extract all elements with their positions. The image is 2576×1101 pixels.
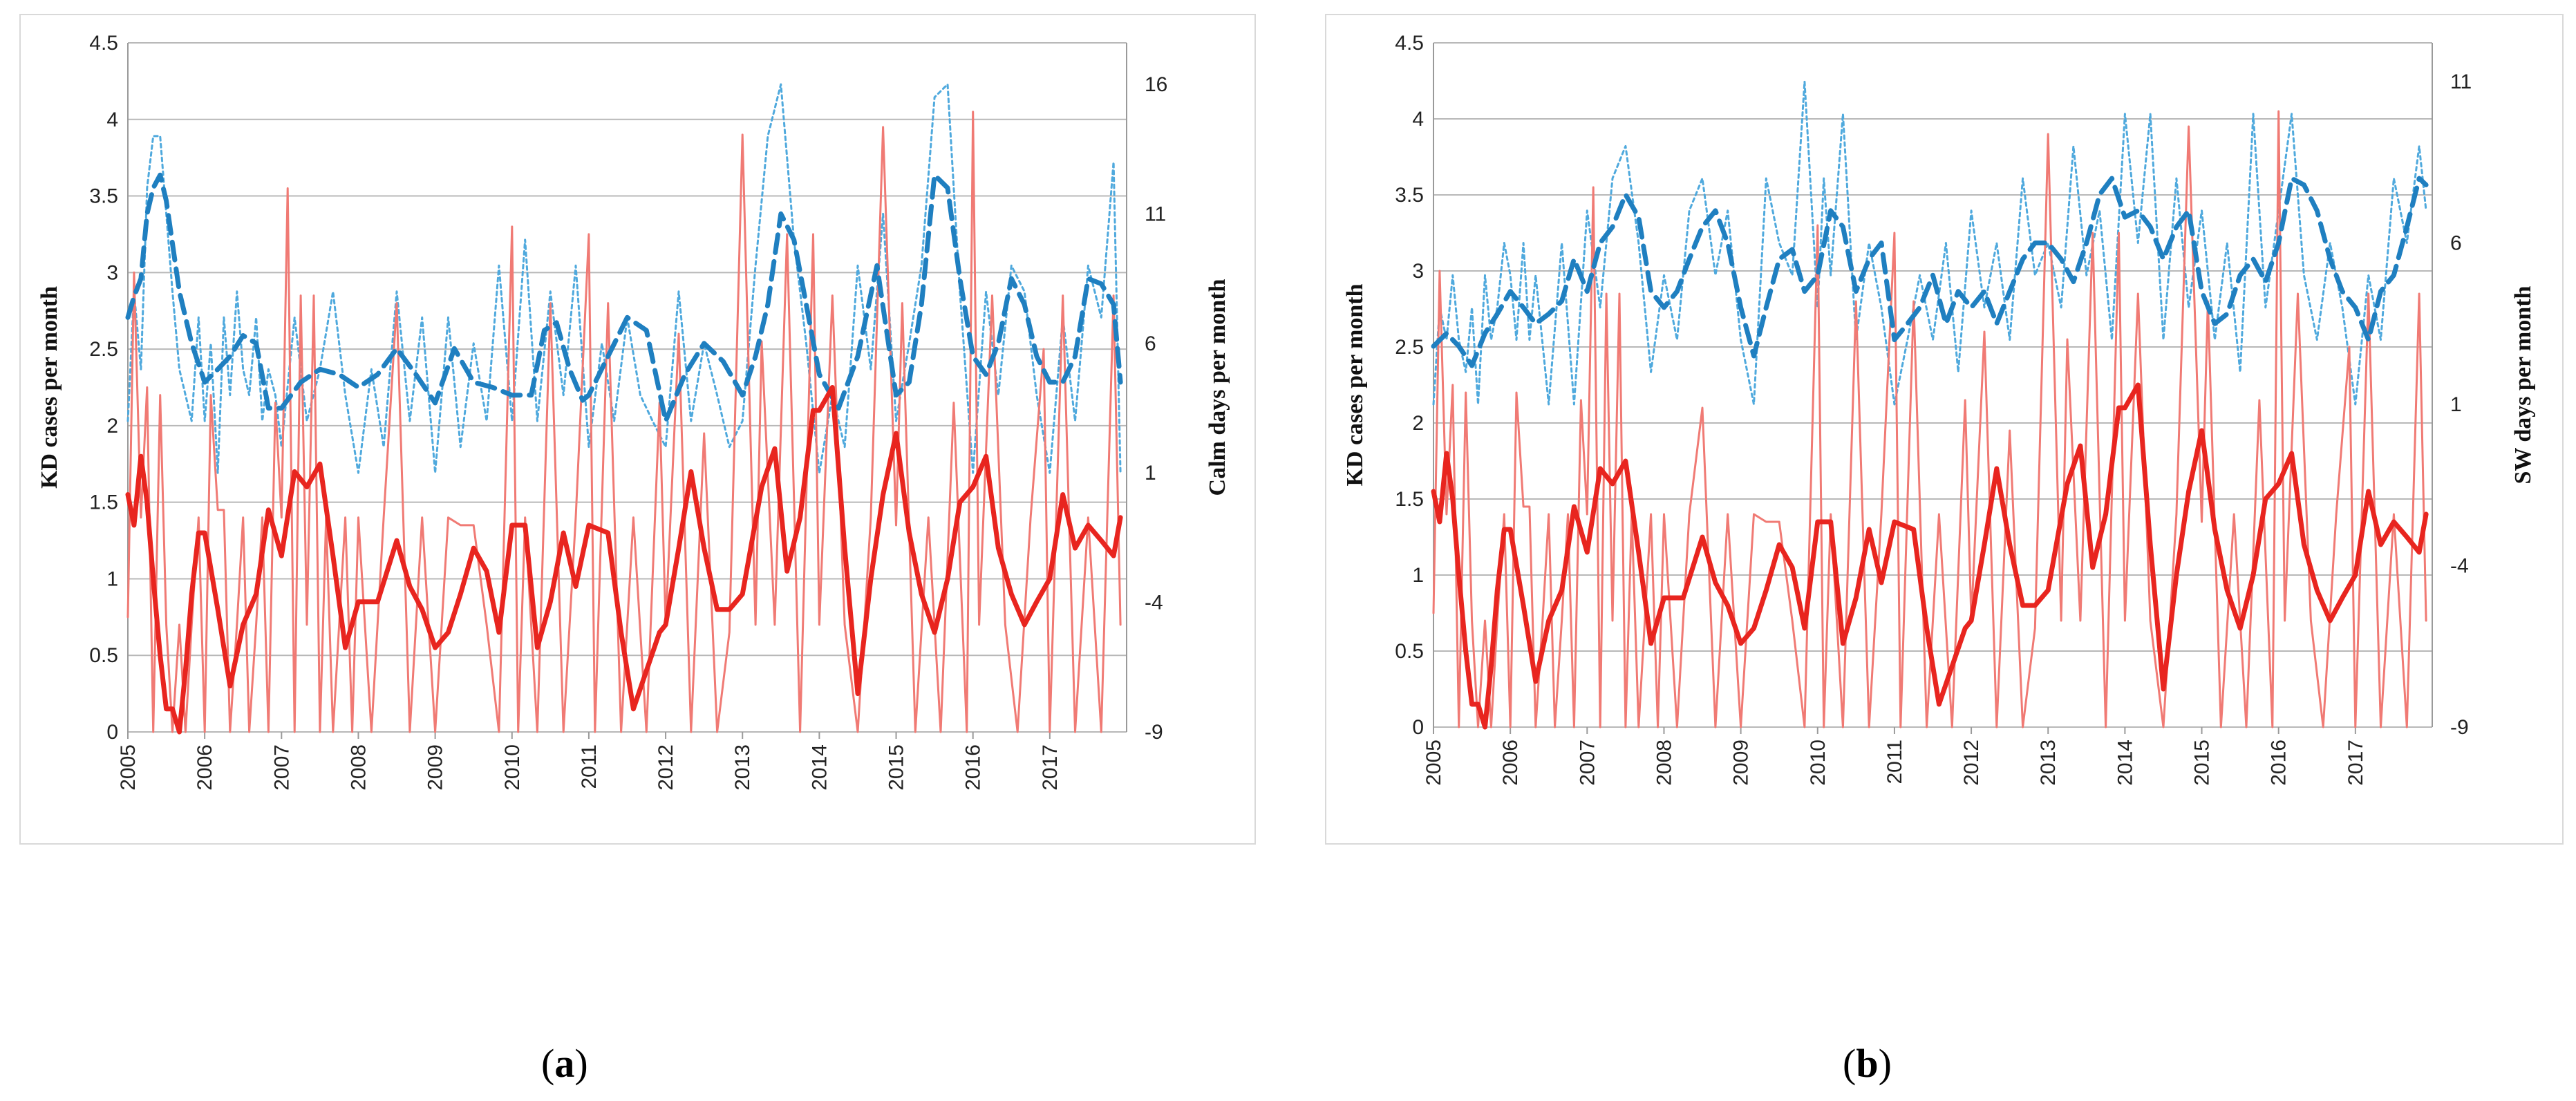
- x-tick-label: 2016: [962, 744, 985, 791]
- x-tick-label: 2005: [117, 744, 140, 791]
- series-line-kd-smoothed: [1431, 382, 2429, 730]
- caption-b: (b): [1843, 1040, 1892, 1086]
- x-tick-label: 2016: [2268, 740, 2291, 786]
- y-tick-label: 0: [1412, 716, 1424, 739]
- x-tick-label: 2010: [1807, 740, 1830, 786]
- y-tick-label: 2: [106, 415, 118, 437]
- y2-tick-label: -9: [2450, 716, 2469, 739]
- y-axis-title: KD cases per month: [1342, 283, 1368, 486]
- series-line-kd-monthly: [126, 111, 1122, 733]
- x-tick-label: 2017: [1039, 744, 1062, 791]
- chart-panel-b: 0 0.5 1 1.5 2 2.5 3 3.5 4 4.5 -9 -4 1 6 11 2005 2006 2007…: [1325, 14, 2564, 845]
- x-tick-label: 2014: [2114, 740, 2136, 786]
- y-tick-label: 2.5: [1395, 336, 1424, 359]
- y2-tick-label: -4: [2450, 555, 2469, 578]
- y2-tick-label: 11: [2450, 70, 2472, 93]
- y-axis-title: KD cases per month: [37, 286, 62, 489]
- caption-a: (a): [541, 1040, 588, 1086]
- y-tick-label: 0.5: [89, 644, 118, 667]
- series-line-kd-smoothed: [125, 385, 1123, 735]
- y2-axis-title: Calm days per month: [1205, 279, 1230, 496]
- y2-tick-label: 1: [2450, 393, 2462, 416]
- x-tick-label: 2009: [424, 744, 447, 791]
- series-line-met-smoothed: [125, 172, 1123, 424]
- chart-b-svg: 0 0.5 1 1.5 2 2.5 3 3.5 4 4.5 -9 -4 1 6 11 2005 2006 2007…: [1342, 32, 2536, 786]
- chart-panel-a: 0 0.5 1 1.5 2 2.5 3 3.5 4 4.5 -9 -4 1 6 11 16 2005 2006 20…: [19, 14, 1256, 845]
- y2-tick-label: -9: [1145, 721, 1163, 744]
- y-tick-label: 0.5: [1395, 640, 1424, 663]
- y-tick-label: 1: [1412, 564, 1424, 587]
- y2-tick-label: 1: [1145, 462, 1156, 484]
- caption-a-close: ): [574, 1041, 588, 1086]
- y-tick-label: 4: [1412, 108, 1424, 131]
- x-tick-label: 2007: [270, 744, 293, 791]
- x-tick-label: 2011: [578, 744, 601, 789]
- y-tick-label: 4.5: [89, 32, 118, 55]
- y2-axis-title: SW days per month: [2510, 285, 2536, 484]
- x-tick-label: 2017: [2344, 740, 2367, 786]
- series-line-met-monthly: [126, 83, 1122, 474]
- y-tick-label: 3: [1412, 260, 1424, 283]
- x-tick-label: 2015: [2191, 740, 2214, 786]
- y-tick-label: 1: [106, 567, 118, 590]
- x-tick-label: 2013: [2037, 740, 2060, 786]
- y-tick-label: 4.5: [1395, 32, 1424, 55]
- y-tick-label: 0: [106, 721, 118, 744]
- y-tick-label: 3.5: [89, 185, 118, 208]
- y2-tick-label: 6: [2450, 232, 2462, 255]
- y2-tick-label: 16: [1145, 73, 1167, 96]
- x-tick-label: 2011: [1883, 740, 1906, 784]
- x-tick-label: 2014: [808, 744, 831, 791]
- y-tick-label: 2.5: [89, 338, 118, 361]
- y-tick-label: 2: [1412, 412, 1424, 435]
- caption-b-letter: b: [1856, 1041, 1879, 1086]
- series-line-met-monthly: [1432, 80, 2427, 406]
- caption-b-close: ): [1878, 1041, 1892, 1086]
- y2-tick-label: -4: [1145, 592, 1163, 614]
- x-tick-label: 2008: [1653, 740, 1675, 786]
- y-tick-label: 3: [106, 261, 118, 284]
- series-line-met-smoothed: [1431, 176, 2429, 368]
- caption-a-open: (: [541, 1041, 555, 1086]
- y-tick-label: 1.5: [1395, 488, 1424, 511]
- x-tick-label: 2012: [1960, 740, 1983, 786]
- x-tick-label: 2009: [1730, 740, 1753, 786]
- series-line-kd-monthly: [1432, 110, 2427, 728]
- y2-tick-label: 6: [1145, 332, 1156, 355]
- x-tick-label: 2005: [1422, 740, 1445, 786]
- x-tick-label: 2006: [1499, 740, 1522, 786]
- x-tick-label: 2012: [655, 744, 677, 791]
- x-tick-label: 2013: [731, 744, 754, 791]
- y-tick-label: 4: [106, 109, 118, 131]
- x-tick-label: 2008: [347, 744, 370, 791]
- x-tick-label: 2006: [194, 744, 216, 791]
- y-tick-label: 1.5: [89, 491, 118, 514]
- caption-b-open: (: [1843, 1041, 1856, 1086]
- caption-a-letter: a: [554, 1041, 575, 1086]
- y2-tick-label: 11: [1145, 203, 1166, 225]
- x-tick-label: 2010: [501, 744, 524, 791]
- x-tick-label: 2015: [885, 744, 908, 791]
- x-tick-label: 2007: [1576, 740, 1599, 786]
- y-tick-label: 3.5: [1395, 184, 1424, 207]
